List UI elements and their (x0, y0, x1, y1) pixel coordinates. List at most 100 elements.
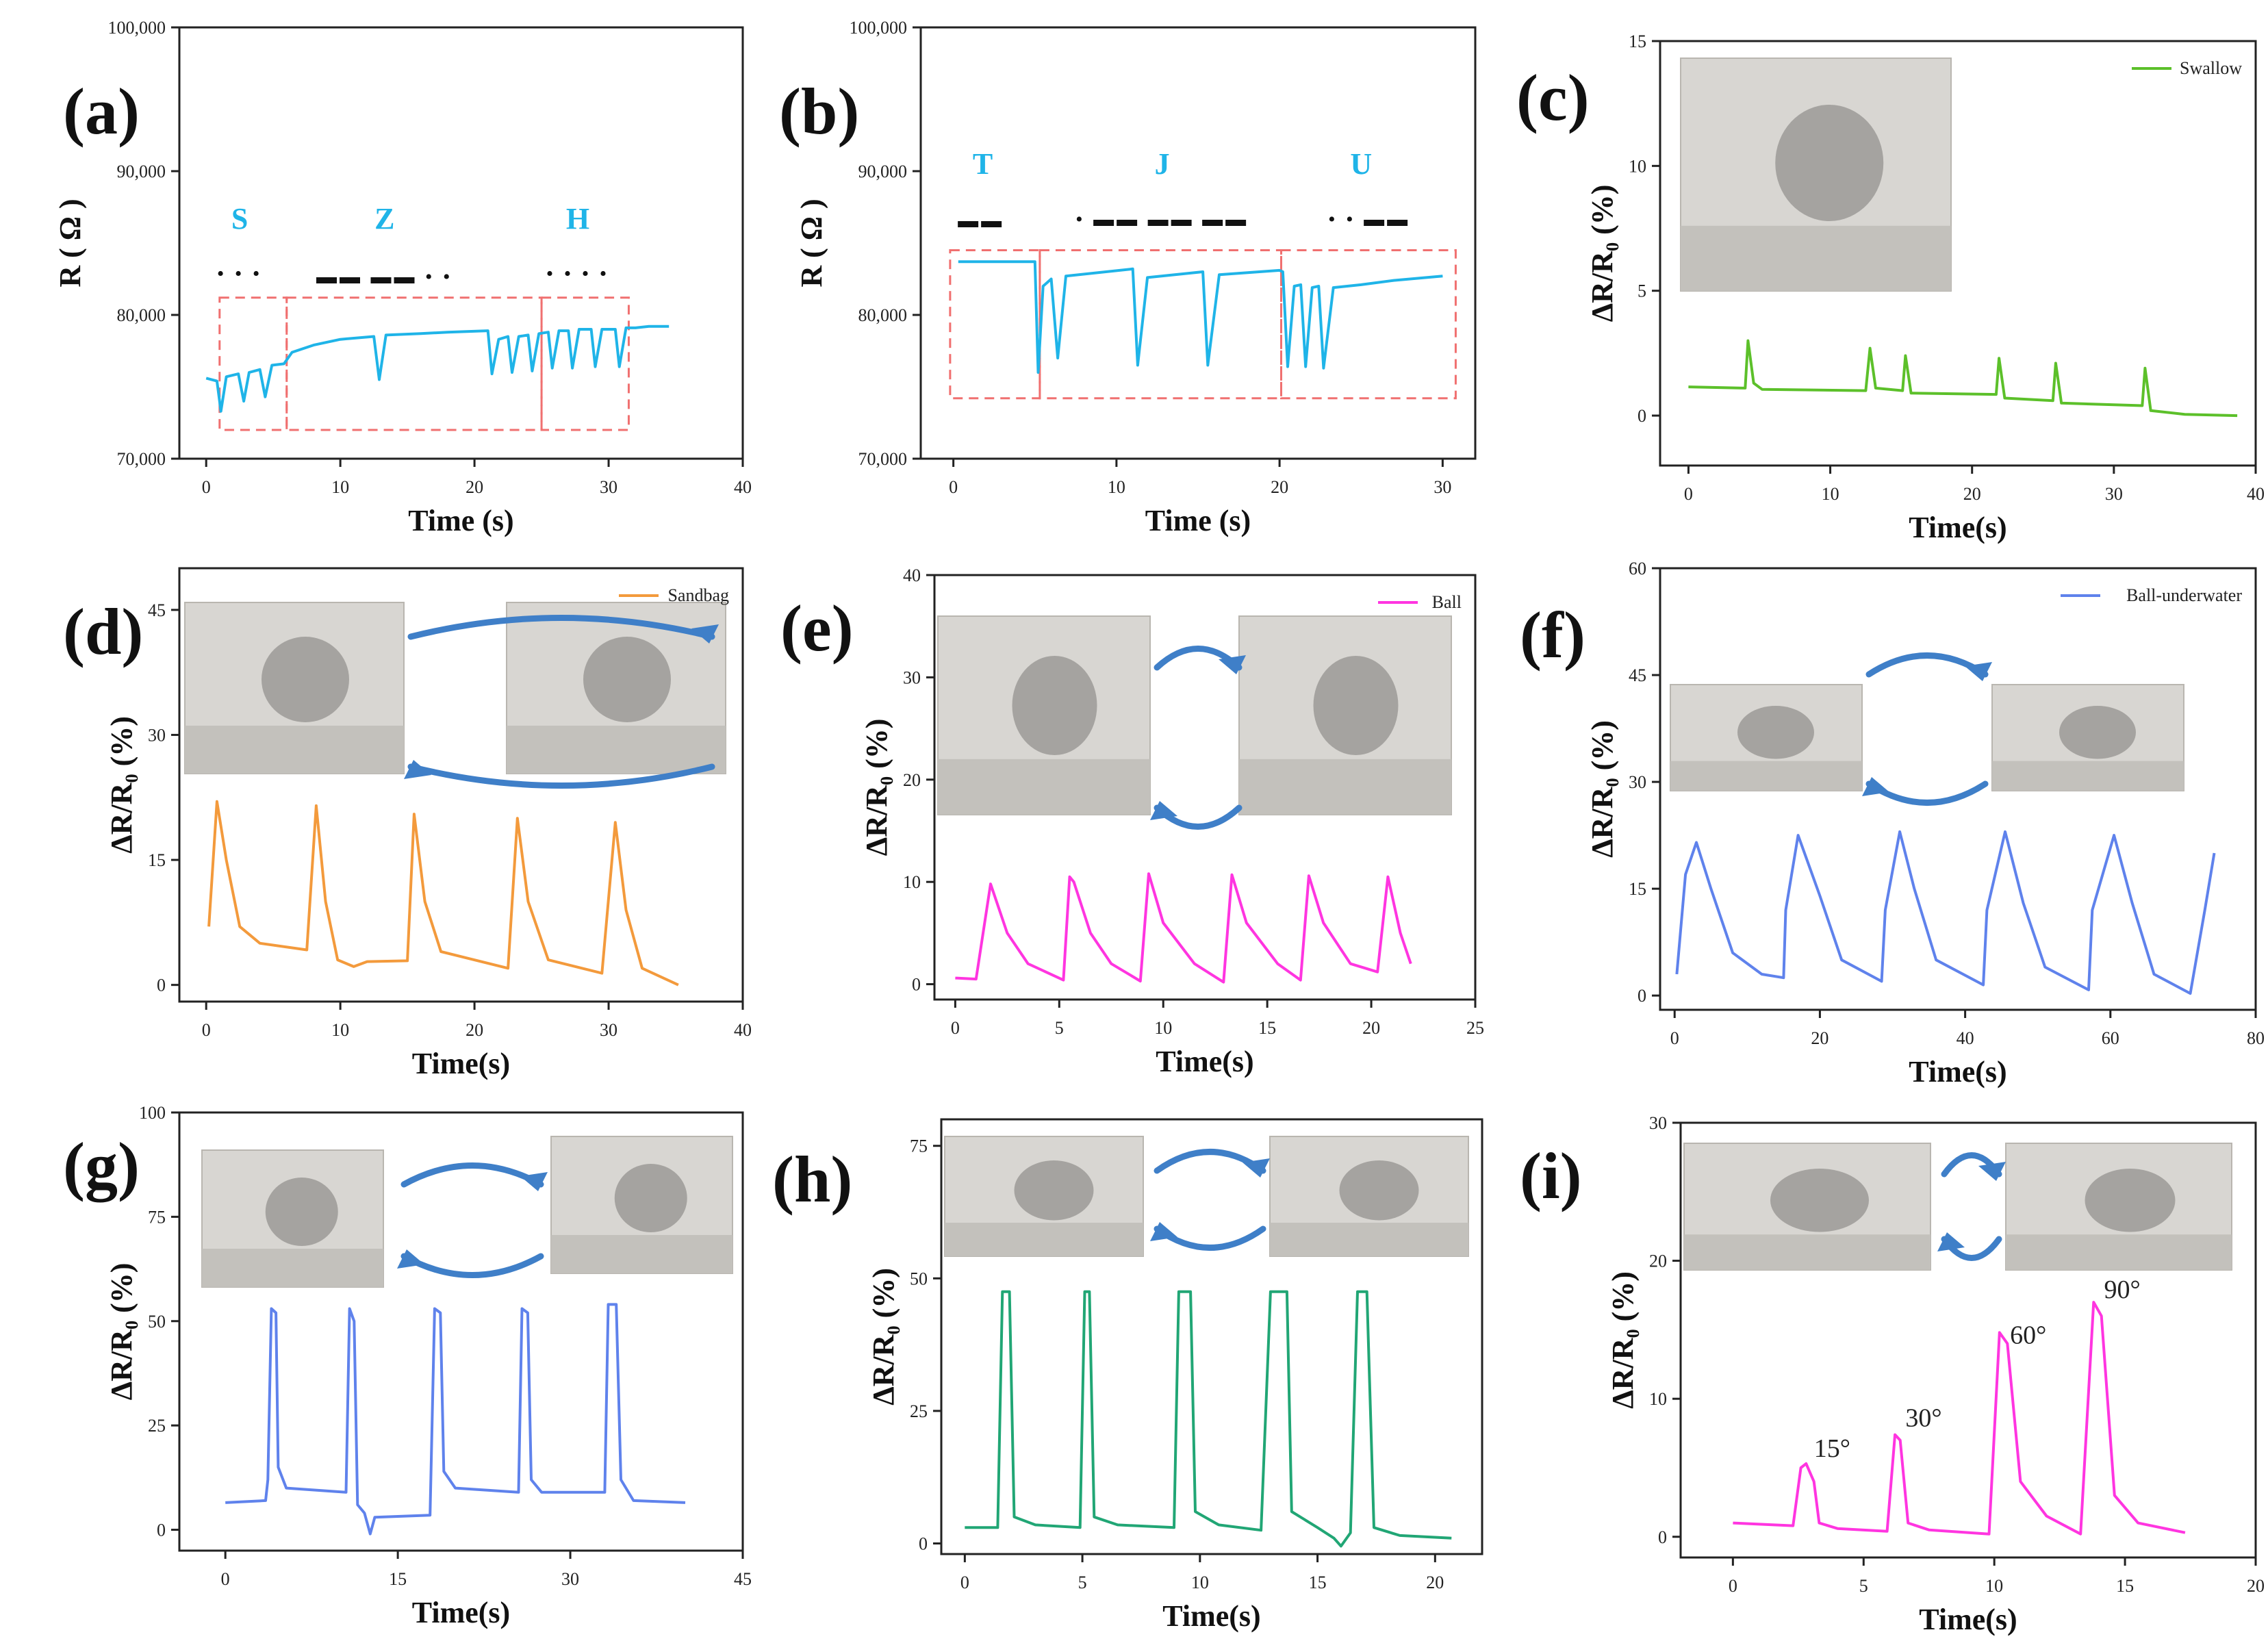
photo-subject (2085, 1169, 2176, 1232)
x-tick-label: 25 (1466, 1018, 1484, 1038)
photo-ground (1270, 1223, 1468, 1256)
cycle-arrow-bottom (1865, 780, 1989, 806)
x-tick-label: 5 (1859, 1576, 1868, 1596)
y-tick-label: 45 (148, 600, 166, 620)
chart-panel-f: 0 20 40 60 80 0 15 30 45 60 Time(s) ΔR/R₀ (%) (f) Bal… (1520, 559, 2265, 1089)
x-axis-label: Time(s) (1156, 1045, 1253, 1078)
panel-label: (i) (1520, 1139, 1582, 1212)
chart-panel-i: 0 5 10 15 20 0 10 20 30 Time(s) ΔR/R₀ (%) (i) 15° 30°… (1520, 1113, 2265, 1636)
y-tick-label: 80,000 (117, 305, 166, 325)
cycle-arrow-top (1865, 652, 1989, 678)
series-line-ball (955, 872, 1412, 984)
photo-ground (1670, 761, 1862, 791)
photo-subject (265, 1178, 338, 1246)
y-tick-label: 0 (1638, 406, 1646, 426)
y-tick-label: 10 (1649, 1389, 1667, 1409)
dashed-region-box (218, 296, 288, 431)
y-axis-label: ΔR/R₀ (%) (105, 1263, 138, 1401)
panel-label: (b) (779, 75, 859, 148)
y-tick-label: 70,000 (117, 449, 166, 469)
y-tick-label: 90,000 (858, 162, 908, 181)
x-tick-label: 20 (466, 477, 483, 497)
plot-frame (178, 1111, 744, 1552)
x-tick-label: 30 (561, 1569, 579, 1589)
photo-inset (937, 615, 1151, 815)
x-axis-label: Time (s) (1145, 504, 1251, 537)
morse-code: ▬▬ ▬▬ • • (316, 266, 453, 288)
y-tick-label: 0 (157, 976, 166, 995)
y-axis-label: ΔR/R₀ (%) (1585, 720, 1619, 858)
dashed-region-box (285, 296, 543, 431)
photo-subject (1012, 656, 1097, 755)
y-tick-label: 75 (148, 1207, 166, 1227)
x-tick-label: 0 (949, 477, 958, 497)
plot-frame (919, 26, 1477, 460)
x-tick-label: 20 (1811, 1028, 1829, 1048)
photo-subject (614, 1164, 687, 1232)
cycle-arrow-top (1154, 1149, 1266, 1174)
x-tick-label: 10 (331, 477, 349, 497)
arrowhead (1937, 1232, 1965, 1251)
x-tick-label: 30 (1434, 477, 1451, 497)
morse-code: ▬▬ (958, 209, 1004, 232)
y-axis-label: ΔR/R₀ (%) (1585, 185, 1619, 322)
x-axis-label: Time(s) (1909, 511, 2006, 544)
chart-panel-b: 0 10 20 30 70,000 80,000 90,000 100,000 Time (s)… (779, 18, 1477, 537)
chart-panel-c: 0 10 20 30 40 0 5 10 15 Time(s) ΔR/R₀ (%) (c) Swallo… (1516, 31, 2265, 544)
y-axis-label: ΔR/R₀ (%) (1606, 1271, 1640, 1409)
x-tick-label: 20 (1362, 1018, 1380, 1038)
legend-label: Swallow (2180, 58, 2242, 78)
morse-letter: T (973, 147, 993, 181)
y-tick-label: 50 (910, 1269, 928, 1288)
photo-inset (1683, 1143, 1931, 1271)
x-tick-label: 40 (734, 1020, 752, 1040)
morse-letter: H (566, 202, 589, 236)
photo-subject (1339, 1160, 1419, 1221)
photo-inset (201, 1149, 384, 1288)
x-tick-label: 15 (389, 1569, 407, 1589)
arrowhead (404, 760, 431, 779)
x-tick-label: 10 (1191, 1573, 1209, 1592)
arrowhead (1965, 662, 1992, 681)
y-tick-label: 15 (1629, 879, 1646, 899)
y-tick-label: 100 (139, 1103, 166, 1123)
y-axis-label: R ( Ω ) (795, 199, 828, 287)
plot-frame (933, 574, 1477, 1001)
x-axis-label: Time(s) (412, 1596, 510, 1629)
y-axis-label: ΔR/R₀ (%) (860, 719, 893, 856)
y-tick-label: 20 (903, 770, 921, 790)
y-tick-label: 70,000 (858, 449, 908, 469)
x-tick-label: 0 (951, 1018, 960, 1038)
series-line-finger-bending-angle (1733, 1301, 2186, 1536)
y-tick-label: 100,000 (108, 18, 166, 38)
y-tick-label: 60 (1629, 559, 1646, 578)
plot-frame (1679, 1121, 2257, 1559)
x-axis-label: Time (s) (408, 504, 513, 537)
photo-subject (2059, 706, 2136, 759)
y-axis-label: ΔR/R₀ (%) (867, 1268, 900, 1405)
panel-label: (a) (63, 75, 140, 148)
x-tick-label: 60 (2102, 1028, 2119, 1048)
y-tick-label: 40 (903, 565, 921, 585)
dashed-region-box (540, 296, 630, 431)
y-axis-label: R ( Ω ) (53, 199, 87, 287)
x-tick-label: 20 (2247, 1576, 2265, 1596)
angle-label: 60° (2010, 1321, 2046, 1350)
x-tick-label: 10 (331, 1020, 349, 1040)
photo-subject (1313, 656, 1399, 755)
x-tick-label: 10 (1108, 477, 1125, 497)
y-tick-label: 10 (1629, 156, 1646, 176)
photo-ground (1681, 225, 1951, 291)
photo-ground (1992, 761, 2184, 791)
morse-code: • • • • (546, 263, 610, 285)
panel-label: (g) (63, 1129, 140, 1202)
y-tick-label: 20 (1649, 1251, 1667, 1271)
x-tick-label: 40 (1957, 1028, 1974, 1048)
x-tick-label: 0 (1670, 1028, 1679, 1048)
y-tick-label: 80,000 (858, 305, 908, 325)
x-tick-label: 10 (1822, 484, 1839, 504)
cycle-arrow-bottom (400, 1253, 544, 1278)
series-line-swallow (1688, 339, 2238, 418)
chart-panel-h: 0 5 10 15 20 0 25 50 75 Time(s) ΔR/R₀ (%) (h) (772, 1118, 1483, 1633)
